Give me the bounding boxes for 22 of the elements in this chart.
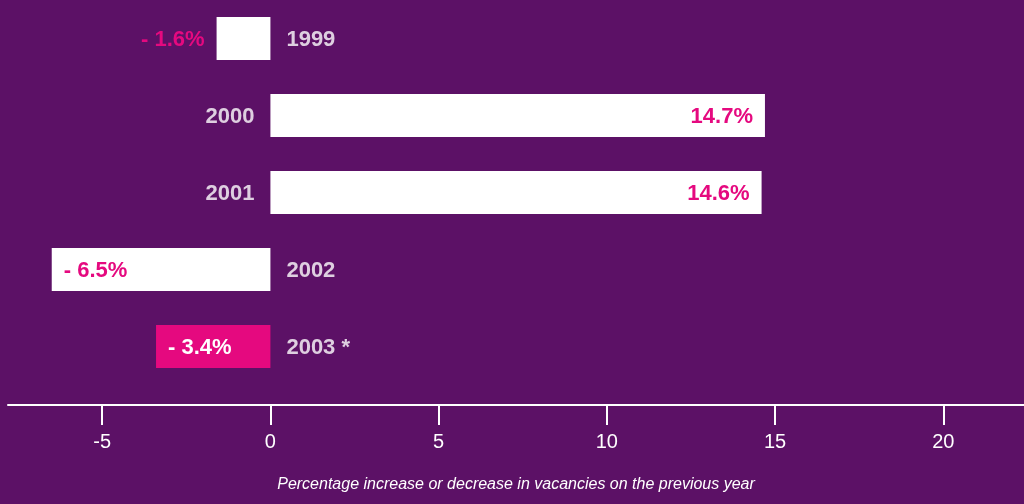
y-tick-label: 2001 <box>205 180 255 205</box>
data-label: 14.7% <box>690 103 753 128</box>
data-label: 14.6% <box>687 180 750 205</box>
bar <box>270 171 762 214</box>
y-tick-label: 2002 <box>286 257 336 282</box>
x-tick-label: 5 <box>433 430 445 452</box>
x-tick-label: 15 <box>763 430 787 452</box>
data-label: - 1.6% <box>140 26 205 51</box>
x-tick-label: 20 <box>932 430 955 452</box>
y-tick-label: 2000 <box>205 103 255 128</box>
data-label: - 3.4% <box>168 334 232 359</box>
x-tick-label: -5 <box>93 430 112 452</box>
x-axis-title: Percentage increase or decrease in vacancies on the previous year <box>277 474 756 492</box>
y-tick-label: 1999 <box>286 26 336 51</box>
bar <box>216 17 271 60</box>
x-tick-label: 0 <box>264 430 276 452</box>
data-label: - 6.5% <box>63 257 128 282</box>
x-tick-label: 10 <box>595 430 618 452</box>
bar <box>156 325 271 368</box>
bar <box>270 94 765 137</box>
y-tick-label: 2003 * <box>286 334 351 359</box>
bar <box>51 248 271 291</box>
